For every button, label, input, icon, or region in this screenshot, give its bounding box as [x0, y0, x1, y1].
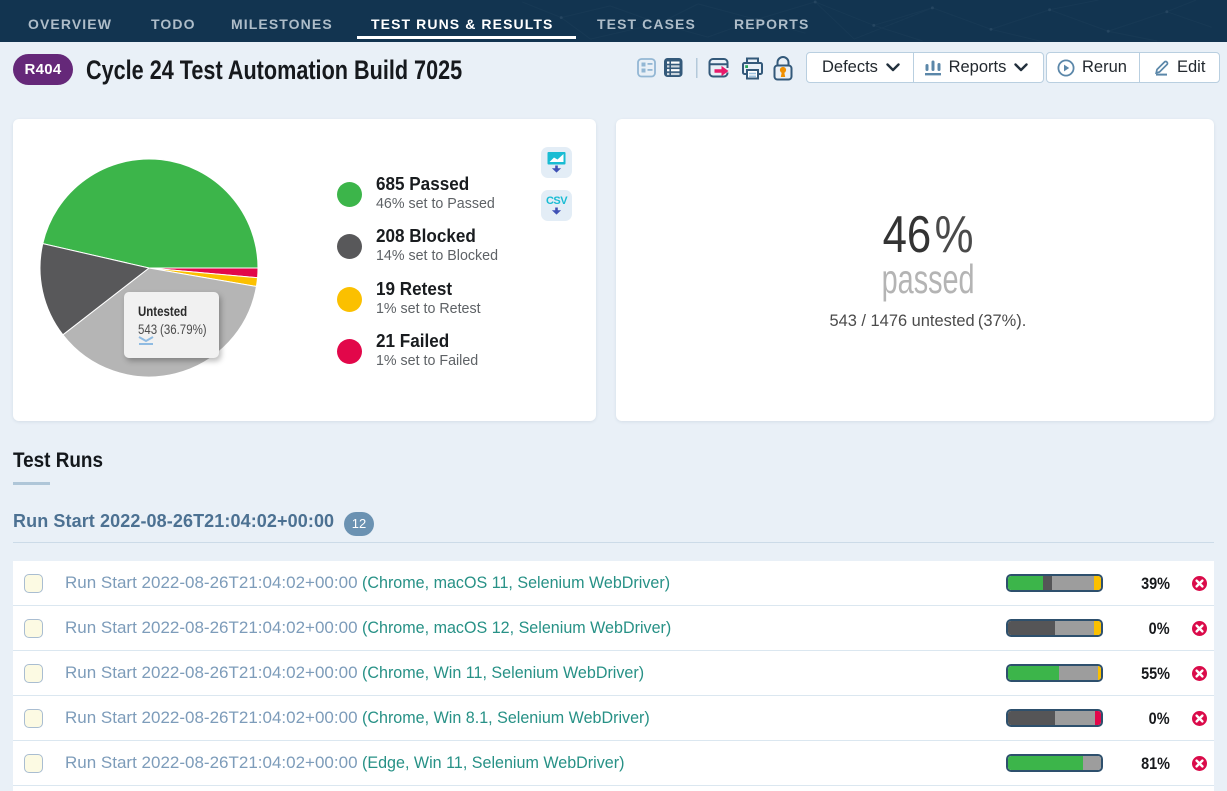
svg-text:CSV: CSV: [546, 195, 568, 207]
